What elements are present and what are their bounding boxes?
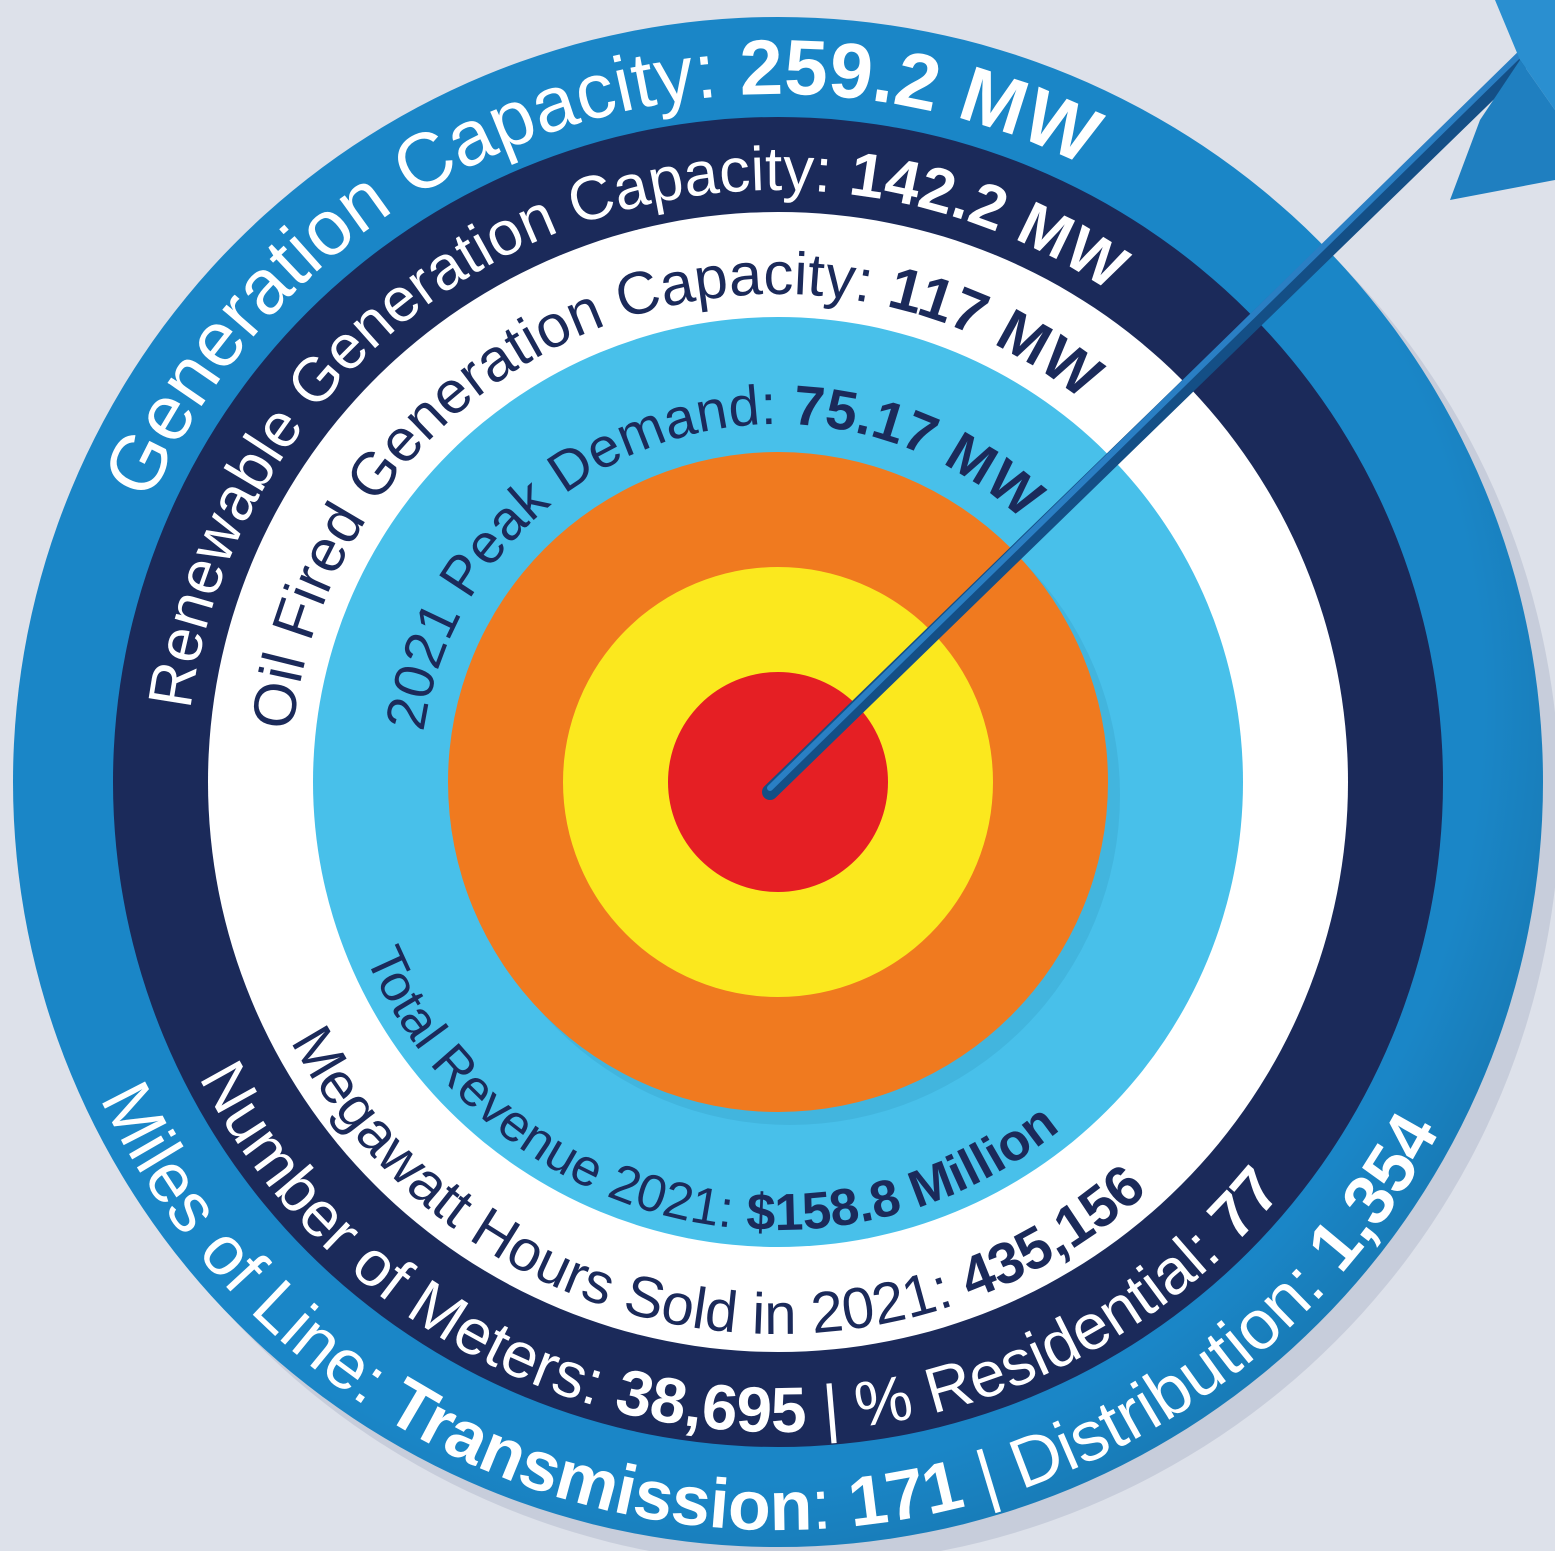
target-infographic: Generation Capacity: 259.2 MWRenewable G… — [0, 0, 1555, 1551]
